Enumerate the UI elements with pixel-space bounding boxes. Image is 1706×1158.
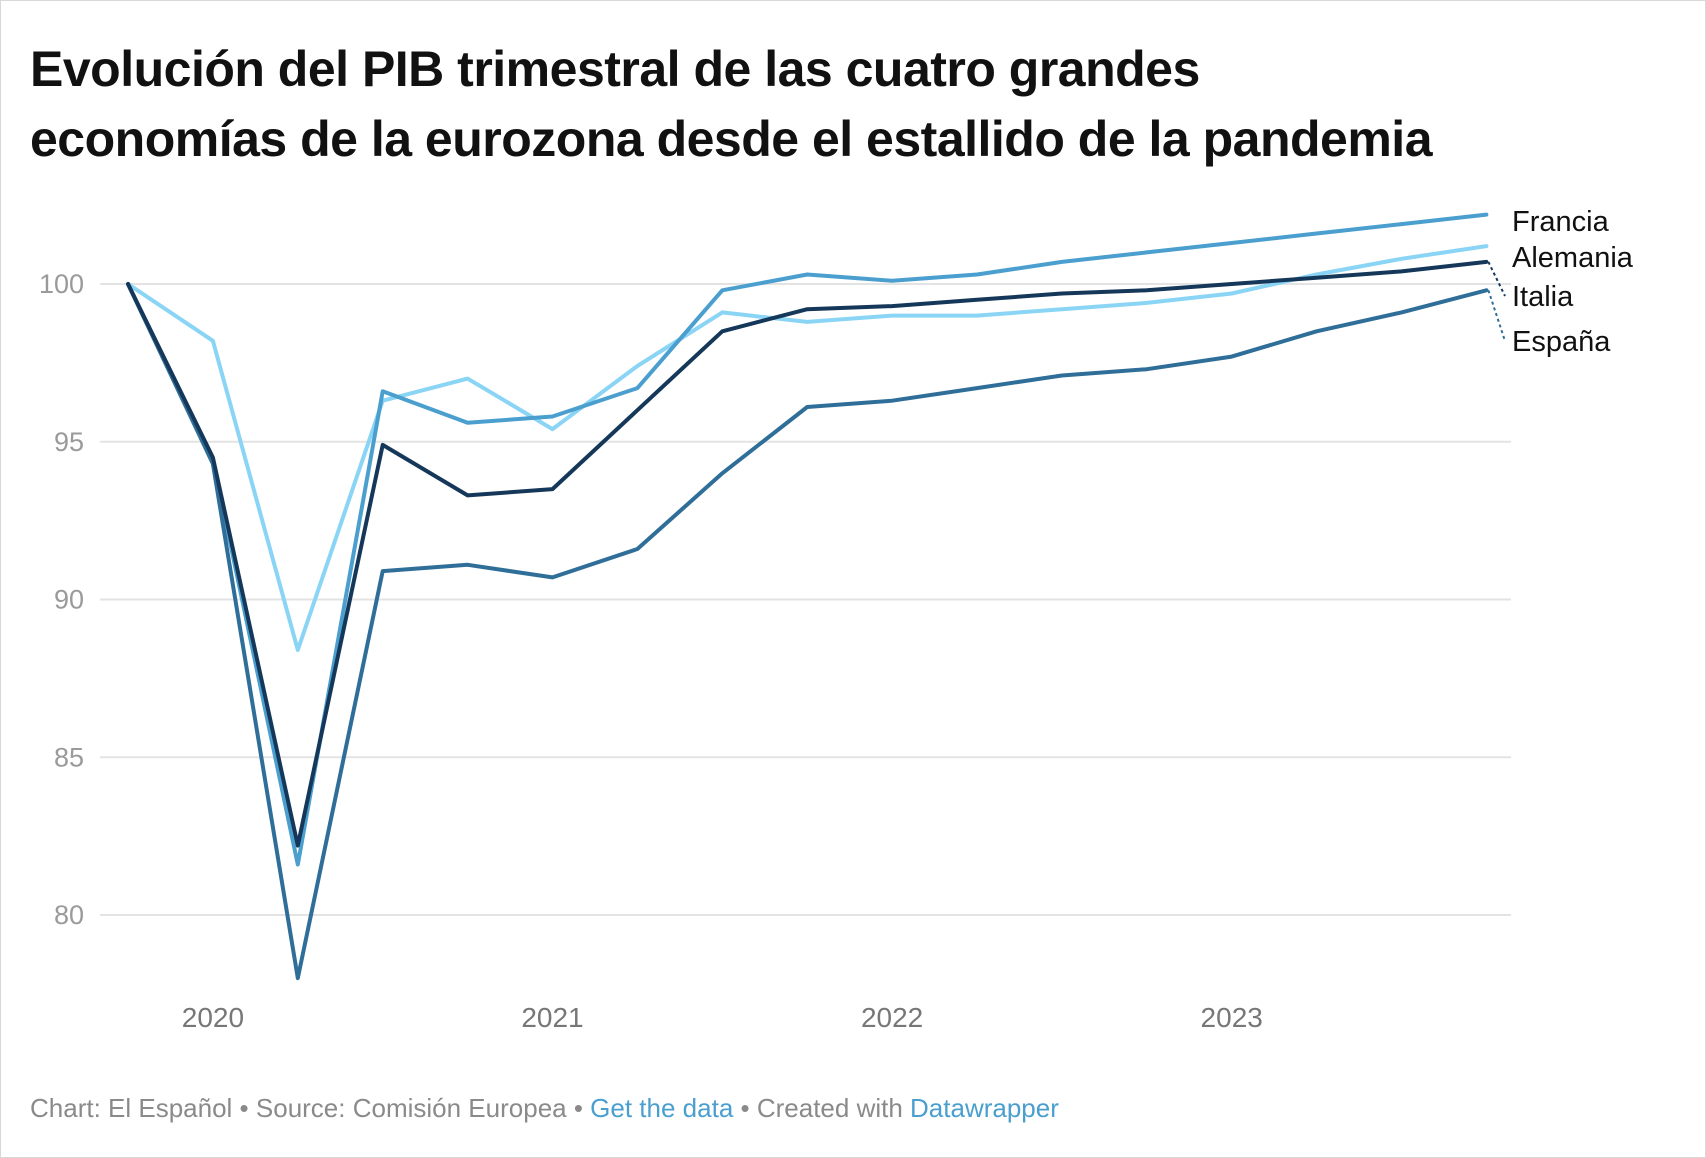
x-tick-label: 2021 <box>521 1002 583 1033</box>
y-tick-label: 90 <box>54 585 84 615</box>
separator: • <box>232 1093 256 1123</box>
series-label-alemania: Alemania <box>1512 242 1634 274</box>
series-label-italia: Italia <box>1512 281 1574 313</box>
footer-source: Source: Comisión Europea <box>255 1093 567 1123</box>
chart-footer: Chart: El Español • Source: Comisión Eur… <box>30 1093 1059 1124</box>
series-label-francia: Francia <box>1512 206 1610 238</box>
separator: • <box>733 1093 757 1123</box>
series-line-francia <box>126 212 1489 867</box>
y-tick-label: 100 <box>39 269 84 299</box>
series-line-españa <box>126 282 1489 981</box>
series-line-italia <box>126 259 1489 848</box>
leader-line-espana <box>1487 289 1506 342</box>
y-tick-label: 80 <box>54 900 84 930</box>
title-line-2: economías de la eurozona desde el estall… <box>30 111 1433 167</box>
chart-title: Evolución del PIB trimestral de las cuat… <box>30 34 1690 174</box>
separator: • <box>566 1093 591 1123</box>
x-tick-label: 2023 <box>1201 1002 1263 1033</box>
footer-created: Created with <box>756 1093 911 1123</box>
get-the-data-link[interactable]: Get the data <box>590 1093 734 1123</box>
series-line-alemania <box>126 244 1489 652</box>
footer-credit: Chart: El Español <box>30 1093 233 1123</box>
x-tick-label: 2022 <box>861 1002 923 1033</box>
leader-line-italia <box>1487 261 1506 297</box>
y-tick-label: 95 <box>54 427 84 457</box>
datawrapper-link[interactable]: Datawrapper <box>910 1093 1059 1123</box>
y-tick-label: 85 <box>54 742 84 772</box>
title-line-1: Evolución del PIB trimestral de las cuat… <box>30 41 1200 97</box>
series-label-españa: España <box>1512 326 1611 358</box>
x-tick-label: 2020 <box>182 1002 244 1033</box>
